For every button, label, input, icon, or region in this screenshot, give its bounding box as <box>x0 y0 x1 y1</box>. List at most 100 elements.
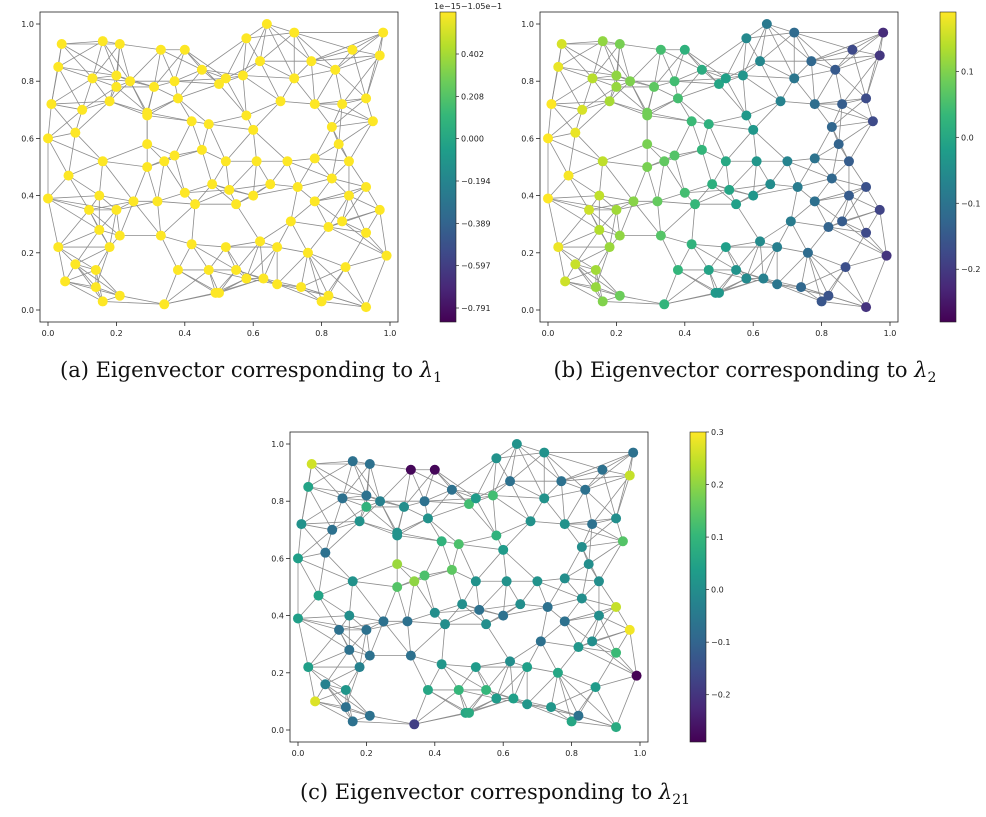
graph-edge <box>153 49 162 87</box>
graph-node <box>289 27 300 38</box>
x-tick-label: 0.8 <box>315 329 328 338</box>
graph-edge <box>331 506 367 531</box>
graph-node <box>186 239 197 250</box>
colorbar <box>689 431 707 743</box>
graph-node <box>436 659 447 670</box>
graph-edge <box>759 60 795 79</box>
graph-node <box>491 530 502 541</box>
graph-edge <box>797 158 816 188</box>
graph-edge <box>492 495 545 499</box>
graph-edge <box>352 32 384 51</box>
graph-node <box>446 564 457 575</box>
graph-edge <box>602 40 631 82</box>
graph-node <box>327 524 338 535</box>
graph-node <box>282 156 293 167</box>
graph-edge <box>109 209 117 248</box>
y-tick-label: 0.2 <box>271 669 284 678</box>
graph-edge <box>595 652 617 688</box>
colorbar-tick-label: 0.1 <box>961 67 974 76</box>
graph-edge <box>461 603 487 625</box>
graph-edge <box>547 138 603 162</box>
graph-edge <box>468 503 497 536</box>
graph-edge <box>75 100 110 133</box>
x-tick-label: 0.4 <box>428 749 441 758</box>
graph-edge <box>397 532 442 542</box>
graph-node <box>553 61 564 72</box>
graph-edge <box>557 672 579 716</box>
graph-edge <box>701 37 747 71</box>
graph-edge <box>879 209 887 256</box>
graph-edge <box>338 629 371 656</box>
graph-edge <box>831 98 867 128</box>
graph-edge <box>677 83 720 99</box>
graph-edge <box>276 252 309 285</box>
graph-edge <box>691 204 696 245</box>
graph-node <box>501 576 512 587</box>
graph-edge <box>163 161 186 193</box>
graph-node <box>703 119 714 130</box>
graph-edge <box>814 186 867 202</box>
graph-edge <box>413 689 429 725</box>
graph-edge <box>235 241 261 271</box>
graph-node <box>847 44 858 55</box>
graph-node <box>481 619 492 630</box>
graph-node <box>642 162 653 172</box>
graph-edge <box>294 69 336 79</box>
graph-edge <box>509 641 542 662</box>
graph-edge <box>561 452 634 482</box>
graph-node <box>77 104 88 115</box>
graph-edge <box>403 469 412 507</box>
graph-edge <box>293 32 336 71</box>
graph-node <box>125 76 136 87</box>
graph-edge <box>434 469 477 499</box>
graph-edge <box>228 161 257 191</box>
graph-edge <box>311 463 343 499</box>
graph-edge <box>502 581 508 616</box>
graph-edge <box>177 69 203 99</box>
graph-node <box>573 642 584 653</box>
graph-edge <box>725 78 747 116</box>
graph-edge <box>677 69 703 99</box>
chart-b: 0.0 0.2 0.4 0.6 0.8 1.0 0.0 0.2 0.4 0.6 0.8 1.0 0.1 0… <box>521 11 980 338</box>
graph-edge <box>619 201 634 236</box>
graph-edge <box>558 246 597 271</box>
graph-edge <box>403 469 436 508</box>
graph-edge <box>47 138 103 162</box>
graph-node <box>104 96 115 107</box>
graph-node <box>731 199 742 210</box>
graph-node <box>758 273 769 284</box>
graph-node <box>542 602 553 613</box>
graph-node <box>543 193 553 204</box>
graph-edge <box>252 100 281 131</box>
graph-edge <box>348 161 367 188</box>
graph-edge <box>47 109 83 139</box>
y-tick-label: 0.8 <box>521 77 534 86</box>
graph-node <box>337 216 348 227</box>
graph-node <box>724 184 735 195</box>
graph-edge <box>163 269 179 305</box>
graph-edge <box>369 463 411 471</box>
graph-edge <box>328 226 387 257</box>
graph-node <box>686 116 697 127</box>
graph-edge <box>547 578 566 608</box>
graph-node <box>364 459 375 470</box>
graph-edge <box>564 546 583 579</box>
graph-edge <box>342 497 381 502</box>
graph-node <box>159 156 170 167</box>
graph-edge <box>575 132 604 162</box>
graph-edge <box>177 83 220 99</box>
caption-b: (b) Eigenvector corresponding to λ2 <box>553 358 937 387</box>
graph-edge <box>547 198 600 231</box>
graph-edge <box>81 86 117 111</box>
graph-node <box>296 519 307 530</box>
graph-edge <box>325 552 354 582</box>
graph-node <box>302 247 313 258</box>
graph-node <box>761 19 772 29</box>
graph-node <box>617 536 628 547</box>
graph-edge <box>653 49 686 88</box>
graph-node <box>172 93 183 104</box>
y-tick-label: 0.2 <box>521 249 534 258</box>
graph-edge <box>551 78 593 105</box>
x-tick-label: 0.0 <box>292 749 305 758</box>
graph-node <box>505 476 516 487</box>
